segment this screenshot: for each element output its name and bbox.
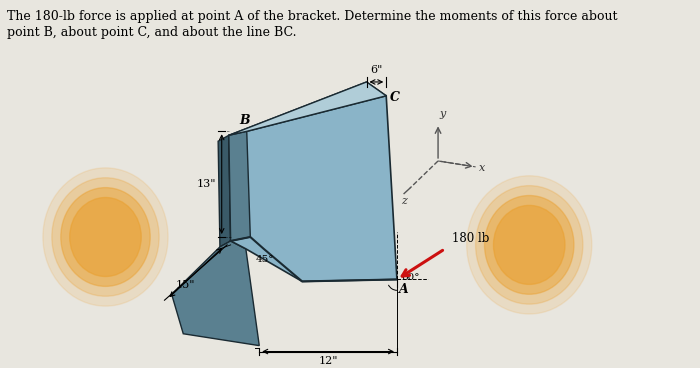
Text: 6": 6" (370, 65, 383, 75)
Text: 15": 15" (175, 280, 195, 290)
Circle shape (494, 205, 565, 284)
Text: The 180-lb force is applied at point A of the bracket. Determine the moments of : The 180-lb force is applied at point A o… (7, 10, 617, 23)
Text: 60°: 60° (401, 273, 420, 282)
Polygon shape (229, 82, 386, 135)
Circle shape (484, 195, 574, 294)
Polygon shape (229, 82, 386, 135)
Text: 13": 13" (197, 179, 216, 189)
Polygon shape (229, 96, 397, 282)
Text: B: B (239, 114, 251, 127)
Text: z: z (401, 195, 407, 205)
Text: point B, about point C, and about the line BC.: point B, about point C, and about the li… (7, 26, 297, 39)
Circle shape (467, 176, 592, 314)
Circle shape (70, 198, 141, 276)
Text: 45°: 45° (256, 255, 274, 264)
Polygon shape (172, 241, 259, 346)
Circle shape (43, 168, 168, 306)
Text: A: A (399, 283, 409, 296)
Text: 12": 12" (318, 357, 338, 367)
Circle shape (475, 185, 583, 304)
Circle shape (52, 178, 159, 296)
Text: x: x (480, 163, 485, 173)
Text: C: C (390, 91, 400, 104)
Polygon shape (229, 131, 251, 241)
Polygon shape (218, 135, 231, 247)
Text: 180 lb: 180 lb (452, 232, 489, 245)
Text: y: y (440, 110, 446, 120)
Circle shape (61, 188, 150, 286)
